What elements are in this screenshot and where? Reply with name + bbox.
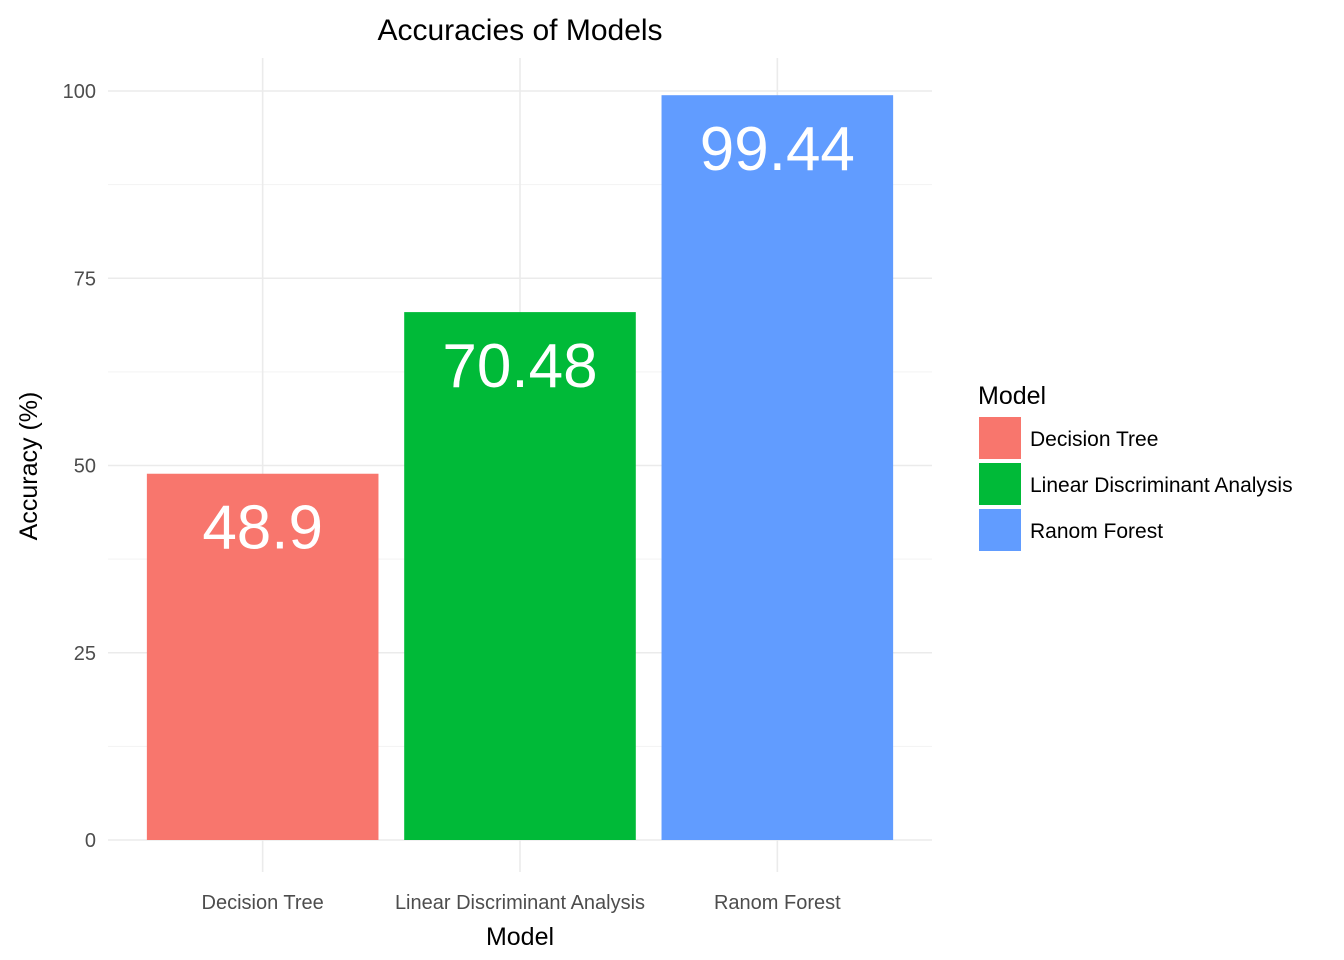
x-tick-label: Decision Tree [202, 892, 324, 914]
bars [146, 95, 894, 840]
y-tick-label: 75 [74, 268, 96, 290]
legend-label: Decision Tree [1030, 428, 1158, 451]
legend-swatch [979, 509, 1021, 551]
legend-title: Model [978, 382, 1046, 410]
y-tick-label: 0 [85, 830, 96, 852]
x-tick-labels: Decision Tree Linear Discriminant Analysi… [202, 892, 842, 914]
bar-value-label: 99.44 [700, 115, 855, 184]
chart-title: Accuracies of Models [377, 14, 662, 47]
y-tick-label: 100 [63, 81, 96, 103]
bar-value-labels: 48.9 70.48 99.44 [202, 115, 855, 563]
legend-swatch [979, 417, 1021, 459]
bar [404, 312, 636, 840]
legend-swatch [979, 463, 1021, 505]
y-tick-labels: 0 25 50 75 100 [63, 81, 96, 852]
x-axis-title: Model [486, 923, 554, 951]
x-tick-label: Ranom Forest [714, 892, 841, 914]
bar-value-label: 48.9 [202, 494, 323, 563]
bar [661, 95, 894, 840]
y-axis-title: Accuracy (%) [15, 392, 43, 541]
x-tick-label: Linear Discriminant Analysis [395, 892, 645, 914]
y-tick-label: 50 [74, 456, 96, 478]
bar-value-label: 70.48 [442, 332, 597, 401]
y-tick-label: 25 [74, 643, 96, 665]
legend-label: Linear Discriminant Analysis [1030, 474, 1293, 497]
legend: Model Decision Tree Linear Discriminant A… [978, 382, 1293, 551]
legend-label: Ranom Forest [1030, 520, 1163, 543]
legend-items: Decision Tree Linear Discriminant Analysi… [979, 417, 1293, 551]
bar [146, 473, 379, 840]
